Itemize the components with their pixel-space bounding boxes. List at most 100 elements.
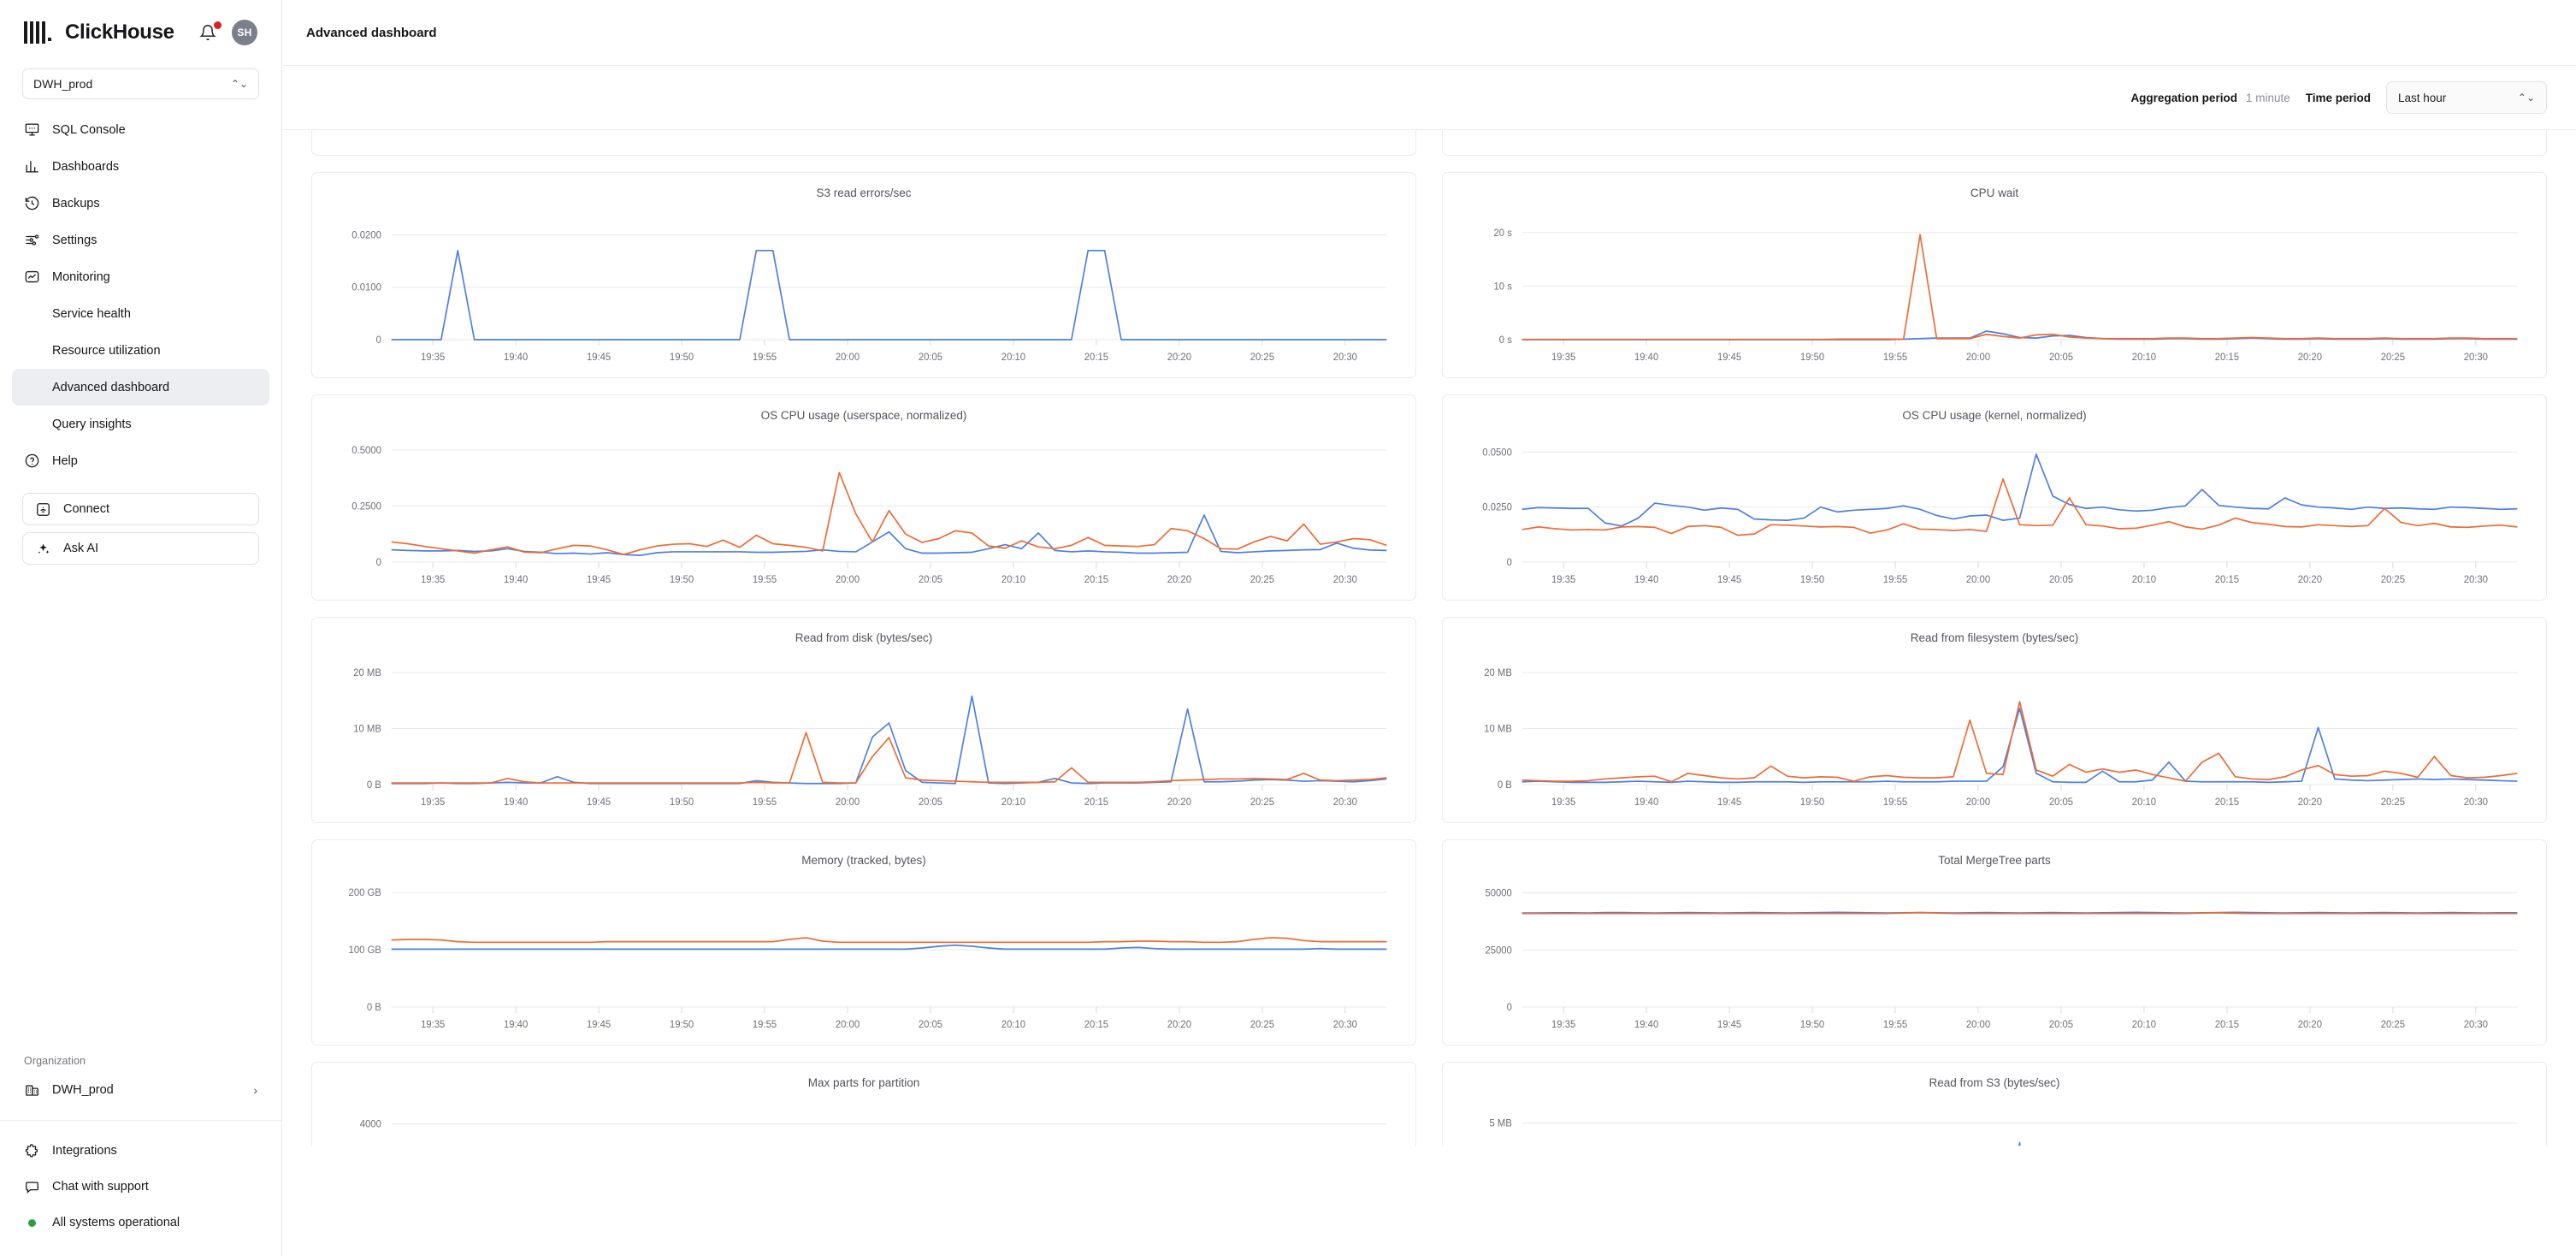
svg-text:20:30: 20:30: [1333, 353, 1357, 363]
svg-text:19:40: 19:40: [1634, 797, 1658, 808]
svg-text:20:15: 20:15: [1084, 1020, 1108, 1030]
chart-card[interactable]: Read from S3 (bytes/sec) 5 MB2.5 MB: [1442, 1062, 2547, 1146]
bottom-fade-overlay: [282, 1194, 2576, 1256]
chart-series-line: [391, 471, 1387, 555]
svg-text:0.2500: 0.2500: [352, 501, 381, 512]
sidebar-item-advanced-dashboard[interactable]: Advanced dashboard: [12, 369, 269, 406]
sidebar-item-backups[interactable]: Backups: [12, 185, 269, 222]
sidebar-item-label: Integrations: [52, 1144, 117, 1158]
chart-card[interactable]: OS CPU usage (userspace, normalized) 0.50…: [311, 394, 1416, 601]
sidebar-item-help[interactable]: Help: [12, 442, 269, 479]
svg-text:19:50: 19:50: [670, 1020, 694, 1030]
chart-card[interactable]: Total MergeTree parts 50000 25000 0 19:35 19:…: [1442, 839, 2547, 1046]
header-actions: SH: [199, 20, 257, 45]
system-status[interactable]: All systems operational: [12, 1205, 269, 1241]
sidebar-item-integrations[interactable]: Integrations: [12, 1133, 269, 1169]
svg-text:20:10: 20:10: [2132, 1020, 2156, 1030]
chart-card[interactable]: Memory (tracked, bytes) 200 GB 100 GB 0 B 19…: [311, 839, 1416, 1046]
aggregation-period-value[interactable]: 1 minute: [2245, 91, 2290, 104]
sidebar-item-service-health[interactable]: Service health: [12, 295, 269, 332]
svg-text:19:55: 19:55: [1883, 1020, 1907, 1030]
svg-text:20:20: 20:20: [2298, 575, 2322, 585]
svg-text:0: 0: [1507, 1003, 1512, 1013]
svg-text:20:10: 20:10: [1001, 575, 1025, 585]
organization-name: DWH_prod: [52, 1083, 114, 1097]
svg-text:19:50: 19:50: [670, 797, 694, 808]
brand-header: ClickHouse SH: [0, 0, 281, 65]
svg-text:10 s: 10 s: [1494, 281, 1513, 292]
avatar[interactable]: SH: [232, 20, 257, 45]
svg-text:20:05: 20:05: [919, 797, 942, 808]
svg-text:20:05: 20:05: [2049, 575, 2073, 585]
connect-icon: [35, 501, 51, 518]
organization-switcher[interactable]: DWH_prod ›: [12, 1072, 269, 1108]
sidebar-subitem-label: Query insights: [52, 417, 132, 431]
aggregation-period-label: Aggregation period: [2130, 91, 2237, 104]
svg-text:25000: 25000: [1485, 945, 1511, 956]
ask-ai-button[interactable]: Ask AI: [22, 532, 259, 565]
svg-text:19:55: 19:55: [1883, 797, 1907, 808]
time-period-label: Time period: [2305, 91, 2371, 104]
sidebar-item-sql-console[interactable]: SQL Console: [12, 111, 269, 148]
svg-text:20:20: 20:20: [2298, 353, 2322, 363]
help-icon: [24, 453, 40, 469]
svg-text:20:00: 20:00: [1966, 353, 1990, 363]
svg-text:19:35: 19:35: [421, 575, 445, 585]
chevron-updown-icon: ⌃⌄: [230, 78, 248, 90]
svg-text:20:10: 20:10: [2132, 575, 2156, 585]
chart-card[interactable]: Max parts for partition 40002000: [311, 1062, 1416, 1146]
svg-text:20:05: 20:05: [919, 575, 942, 585]
time-period-value: Last hour: [2398, 91, 2447, 104]
chart-series-line: [391, 937, 1387, 944]
sidebar-item-resource-utilization[interactable]: Resource utilization: [12, 332, 269, 369]
time-period-select[interactable]: Last hour ⌃⌄: [2386, 81, 2547, 114]
chart-card[interactable]: Read from disk (bytes/sec) 20 MB 10 MB 0 B 1…: [311, 617, 1416, 823]
svg-text:20:15: 20:15: [1084, 797, 1108, 808]
svg-text:20:25: 20:25: [2381, 353, 2405, 363]
svg-text:0.5000: 0.5000: [352, 446, 381, 456]
chart-card[interactable]: Read from filesystem (bytes/sec) 20 MB 10 …: [1442, 617, 2547, 823]
dashboard-scroll-area[interactable]: S3 read errors/sec 0.0200 0.0100 0 19:35 19:4…: [282, 130, 2576, 1256]
svg-text:19:55: 19:55: [753, 575, 777, 585]
svg-text:20:30: 20:30: [2464, 797, 2488, 808]
svg-text:19:45: 19:45: [587, 1020, 611, 1030]
system-status-label: All systems operational: [52, 1216, 180, 1229]
sidebar-item-label: SQL Console: [52, 122, 126, 137]
sidebar-subitem-label: Advanced dashboard: [52, 380, 170, 394]
sidebar-subitem-label: Resource utilization: [52, 343, 161, 358]
svg-text:20:00: 20:00: [1966, 797, 1990, 808]
svg-text:20:10: 20:10: [2132, 353, 2156, 363]
svg-text:20 MB: 20 MB: [353, 668, 381, 678]
sidebar-item-monitoring[interactable]: Monitoring: [12, 258, 269, 295]
svg-text:50000: 50000: [1485, 889, 1511, 899]
sidebar-item-chat-with-support[interactable]: Chat with support: [12, 1169, 269, 1205]
chart-series-line: [1521, 911, 2518, 915]
chart-plot: 0.5000 0.2500 0 19:35 19:40 19:45 19:50 19:55 20…: [352, 446, 1387, 585]
chart-series-line: [391, 514, 1387, 556]
sidebar-item-settings[interactable]: Settings: [12, 222, 269, 258]
chart-card[interactable]: CPU wait 20 s 10 s 0 s 19:35 19:40 19:45 19:50 1…: [1442, 172, 2547, 378]
chart-series-line: [1521, 453, 2518, 527]
connect-button-label: Connect: [63, 502, 110, 516]
svg-text:19:50: 19:50: [1800, 575, 1824, 585]
svg-text:100 GB: 100 GB: [349, 945, 381, 956]
chart-title: S3 read errors/sec: [816, 187, 912, 199]
sidebar-item-dashboards[interactable]: Dashboards: [12, 148, 269, 185]
connect-button[interactable]: Connect: [22, 493, 259, 525]
notifications-button[interactable]: [199, 21, 222, 44]
sidebar-item-query-insights[interactable]: Query insights: [12, 406, 269, 442]
chart-series-line: [1521, 701, 2518, 783]
chart-title: Max parts for partition: [807, 1076, 920, 1089]
svg-text:20:05: 20:05: [2049, 1020, 2073, 1030]
svg-text:19:40: 19:40: [1634, 353, 1658, 363]
svg-text:20:30: 20:30: [1333, 575, 1357, 585]
chart-series-line: [391, 732, 1387, 784]
chart-card[interactable]: OS CPU usage (kernel, normalized) 0.0500 0…: [1442, 394, 2547, 601]
chart-card[interactable]: S3 read errors/sec 0.0200 0.0100 0 19:35 19:4…: [311, 172, 1416, 378]
chart-plot: 40002000: [360, 1119, 1387, 1130]
svg-text:19:50: 19:50: [1800, 797, 1824, 808]
svg-text:20:20: 20:20: [2298, 797, 2322, 808]
svg-text:19:55: 19:55: [1883, 575, 1907, 585]
organization-section: Organization DWH_prod › Integrations: [0, 1055, 281, 1256]
service-selector[interactable]: DWH_prod ⌃⌄: [22, 68, 259, 99]
